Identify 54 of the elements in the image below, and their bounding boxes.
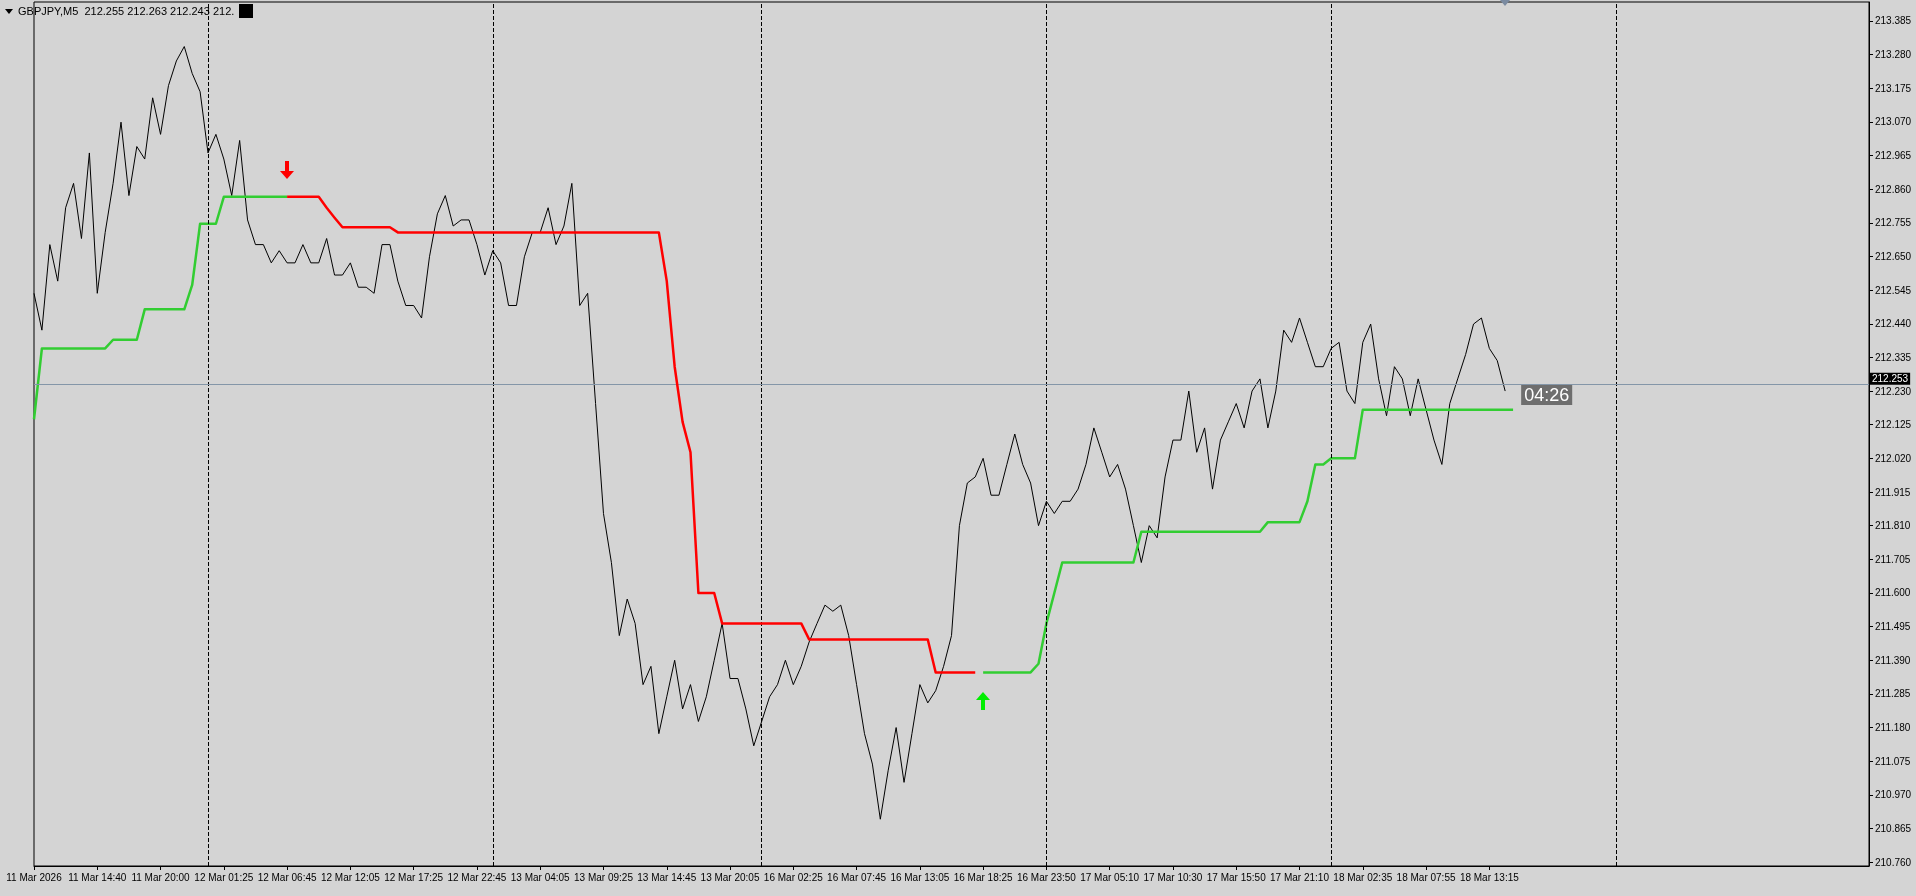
x-tick-label: 12 Mar 12:05 xyxy=(320,871,381,883)
y-tick-label: 211.285 xyxy=(1875,688,1911,700)
y-tick-label: 211.075 xyxy=(1875,755,1911,767)
y-tick-label: 211.495 xyxy=(1875,621,1911,633)
x-tick-label: 12 Mar 01:25 xyxy=(194,871,254,883)
y-tick-label: 212.230 xyxy=(1875,385,1912,397)
y-tick-label: 210.760 xyxy=(1875,856,1912,868)
annotation: 04:26 xyxy=(1524,385,1570,406)
x-tick-label: 13 Mar 04:05 xyxy=(510,871,571,883)
y-tick-label: 212.755 xyxy=(1875,217,1912,229)
y-tick-label: 213.070 xyxy=(1875,116,1912,128)
y-tick-label: 212.020 xyxy=(1875,452,1912,464)
y-tick-label: 210.865 xyxy=(1875,823,1912,834)
ref-line-label: 212.253 xyxy=(1872,373,1909,385)
x-tick-label: 16 Mar 23:50 xyxy=(1016,871,1077,883)
y-tick-label: 212.335 xyxy=(1875,351,1912,363)
chart-title: GBPJPY,M5 212.255 212.263 212.243 212. xyxy=(18,5,235,17)
x-tick-label: 12 Mar 22:45 xyxy=(447,871,507,883)
x-tick-label: 18 Mar 07:55 xyxy=(1396,871,1456,883)
y-tick-label: 213.175 xyxy=(1875,82,1912,94)
y-tick-label: 212.440 xyxy=(1875,318,1912,330)
x-tick-label: 18 Mar 13:15 xyxy=(1459,871,1520,883)
x-tick-label: 17 Mar 21:10 xyxy=(1270,871,1330,883)
x-tick-label: 11 Mar 20:00 xyxy=(131,871,191,883)
x-tick-label: 12 Mar 17:25 xyxy=(384,871,444,883)
x-tick-label: 12 Mar 06:45 xyxy=(257,871,317,883)
x-tick-label: 18 Mar 02:35 xyxy=(1333,871,1393,883)
x-tick-label: 16 Mar 07:45 xyxy=(827,871,887,883)
y-tick-label: 211.600 xyxy=(1875,587,1911,599)
x-tick-label: 16 Mar 13:05 xyxy=(890,871,950,883)
x-tick-label: 11 Mar 14:40 xyxy=(68,871,127,883)
y-tick-label: 213.280 xyxy=(1875,49,1912,61)
y-tick-label: 212.545 xyxy=(1875,284,1912,296)
x-tick-label: 13 Mar 20:05 xyxy=(700,871,760,883)
y-tick-label: 212.125 xyxy=(1875,419,1912,431)
line-series xyxy=(285,195,977,674)
x-tick-label: 13 Mar 14:45 xyxy=(637,871,697,883)
y-tick-label: 211.705 xyxy=(1875,553,1911,565)
x-tick-label: 16 Mar 02:25 xyxy=(763,871,824,883)
y-tick-label: 212.650 xyxy=(1875,250,1912,262)
y-tick-label: 212.860 xyxy=(1875,183,1912,195)
y-tick-label: 211.180 xyxy=(1875,722,1911,734)
y-tick-label: 210.970 xyxy=(1875,789,1912,801)
x-tick-label: 17 Mar 15:50 xyxy=(1206,871,1267,883)
x-tick-label: 11 Mar 2026 xyxy=(6,871,63,883)
x-tick-label: 17 Mar 05:10 xyxy=(1080,871,1140,883)
y-tick-label: 212.965 xyxy=(1875,150,1912,162)
x-tick-label: 16 Mar 18:25 xyxy=(953,871,1014,883)
y-tick-label: 211.915 xyxy=(1875,486,1911,498)
x-tick-label: 17 Mar 10:30 xyxy=(1143,871,1203,883)
x-tick-label: 13 Mar 09:25 xyxy=(574,871,634,883)
y-tick-label: 211.810 xyxy=(1875,520,1911,532)
y-tick-label: 213.385 xyxy=(1875,15,1912,27)
y-tick-label: 211.390 xyxy=(1875,654,1911,666)
